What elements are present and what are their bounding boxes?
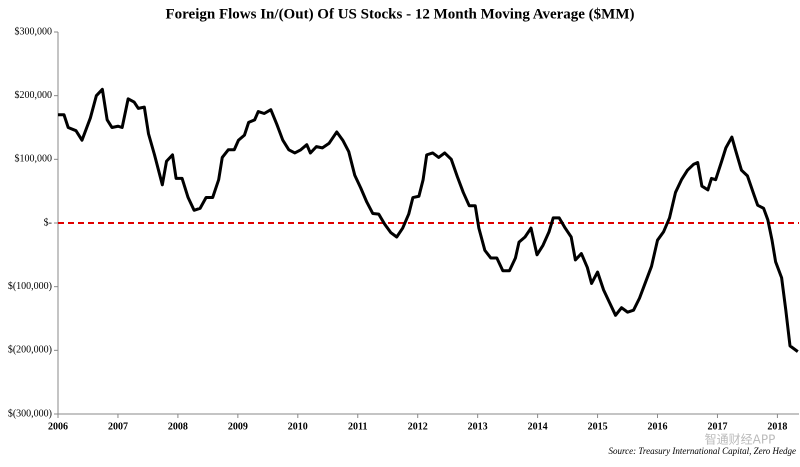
x-tick-label: 2008	[168, 421, 188, 432]
y-tick-label: $(300,000)	[8, 408, 52, 419]
x-tick-label: 2010	[288, 421, 308, 432]
source-note: Source: Treasury International Capital, …	[609, 446, 796, 456]
x-tick-label: 2006	[48, 421, 68, 432]
data-line	[58, 87, 799, 353]
x-tick-label: 2015	[588, 421, 608, 432]
y-tick-label: $200,000	[15, 90, 53, 101]
watermark: 智通财经APP	[705, 432, 776, 447]
chart-title: Foreign Flows In/(Out) Of US Stocks - 12…	[166, 6, 635, 22]
y-tick-label: $(100,000)	[8, 281, 52, 292]
x-tick-label: 2017	[707, 421, 727, 432]
y-tick-label: $-	[44, 217, 52, 228]
x-tick-label: 2018	[767, 421, 787, 432]
x-tick-label: 2016	[648, 421, 668, 432]
y-tick-label: $300,000	[15, 26, 53, 37]
x-tick-label: 2012	[408, 421, 428, 432]
y-tick-label: $100,000	[15, 154, 53, 165]
x-tick-label: 2011	[348, 421, 367, 432]
x-tick-label: 2009	[228, 421, 248, 432]
y-tick-label: $(200,000)	[8, 345, 52, 356]
x-tick-label: 2014	[528, 421, 548, 432]
x-tick-label: 2013	[468, 421, 488, 432]
x-tick-label: 2007	[108, 421, 128, 432]
